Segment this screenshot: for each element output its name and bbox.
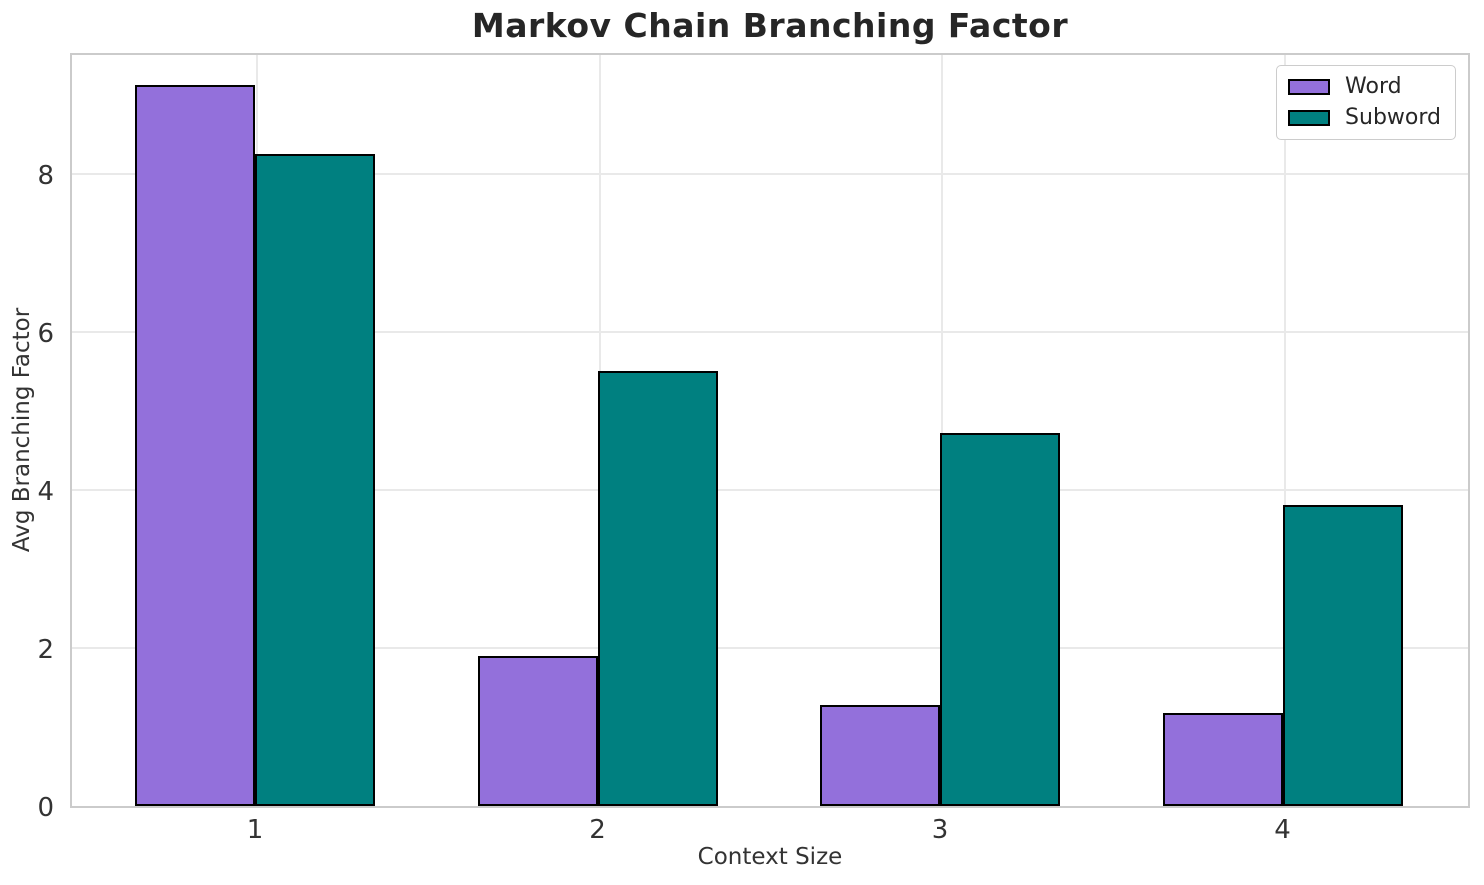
bar-subword-4 bbox=[1282, 505, 1403, 806]
gridline-h-4 bbox=[72, 489, 1468, 492]
legend: Word Subword bbox=[1276, 65, 1456, 140]
legend-label-subword: Subword bbox=[1345, 105, 1441, 130]
legend-swatch-subword bbox=[1288, 110, 1331, 126]
y-tick-label-4: 4 bbox=[37, 477, 54, 508]
legend-swatch-word bbox=[1288, 79, 1331, 95]
gridline-h-2 bbox=[72, 647, 1468, 650]
gridline-h-6 bbox=[72, 331, 1468, 334]
gridline-v-3 bbox=[941, 55, 943, 806]
x-tick-label-4: 4 bbox=[1274, 815, 1291, 845]
x-axis-label: Context Size bbox=[697, 844, 843, 870]
x-tick-label-1: 1 bbox=[246, 815, 264, 845]
x-tick-label-3: 3 bbox=[931, 815, 949, 845]
y-axis-label: Avg Branching Factor bbox=[9, 307, 35, 553]
y-tick-label-8: 8 bbox=[37, 161, 54, 192]
plot-area: Word Subword bbox=[70, 53, 1470, 808]
bar-subword-1 bbox=[255, 154, 375, 806]
legend-item-word: Word bbox=[1288, 75, 1441, 99]
bar-subword-2 bbox=[597, 371, 718, 806]
bar-word-2 bbox=[477, 656, 598, 806]
gridline-v-4 bbox=[1283, 55, 1286, 806]
legend-item-subword: Subword bbox=[1288, 106, 1441, 130]
bar-word-3 bbox=[820, 705, 940, 806]
y-tick-label-2: 2 bbox=[37, 635, 54, 666]
bar-subword-3 bbox=[940, 433, 1060, 806]
y-tick-label-6: 6 bbox=[37, 319, 54, 350]
legend-label-word: Word bbox=[1345, 74, 1402, 99]
bar-word-1 bbox=[135, 85, 255, 806]
x-tick-label-2: 2 bbox=[589, 815, 606, 845]
bar-word-4 bbox=[1162, 713, 1283, 806]
gridline-h-8 bbox=[72, 173, 1468, 176]
y-tick-label-0: 0 bbox=[37, 793, 54, 823]
chart-title: Markov Chain Branching Factor bbox=[471, 6, 1069, 45]
